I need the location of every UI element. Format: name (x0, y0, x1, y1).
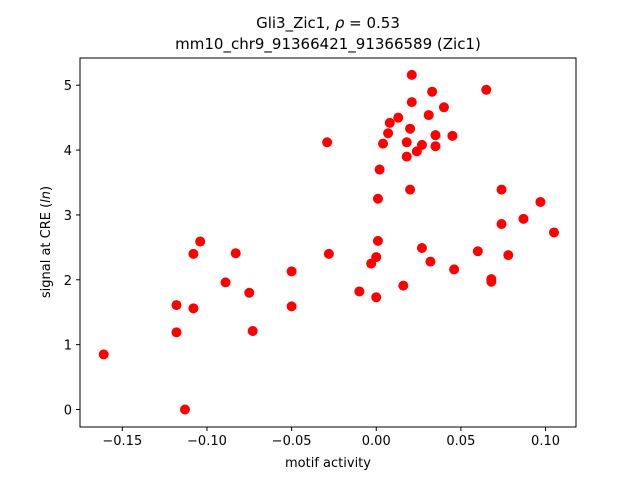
data-point-14 (323, 248, 334, 259)
data-point-49 (496, 219, 507, 230)
data-point-27 (401, 137, 412, 148)
data-point-13 (322, 137, 333, 148)
data-point-11 (286, 301, 297, 312)
data-point-9 (244, 287, 255, 298)
data-point-0 (98, 349, 109, 360)
data-point-41 (438, 102, 449, 113)
data-point-15 (354, 286, 365, 297)
x-tick-label: 0.05 (446, 434, 475, 449)
data-point-32 (406, 69, 417, 80)
data-point-38 (427, 86, 438, 97)
y-tick-label: 4 (64, 144, 72, 159)
data-point-17 (371, 252, 382, 263)
y-tick-label: 5 (64, 79, 72, 94)
data-point-53 (548, 227, 559, 238)
axes-frame (79, 57, 577, 428)
data-point-48 (496, 184, 507, 195)
data-point-2 (171, 300, 182, 311)
y-tick-label: 1 (64, 339, 72, 354)
data-point-22 (378, 138, 389, 149)
y-axis-ticks: 0 1 2 3 4 5 (64, 79, 80, 418)
plot-area (98, 69, 559, 415)
data-point-52 (535, 196, 546, 207)
data-point-36 (423, 110, 434, 121)
data-point-34 (416, 139, 427, 150)
data-point-28 (401, 151, 412, 162)
data-point-51 (518, 213, 529, 224)
title-prefix: Gli3_Zic1, (256, 14, 335, 33)
data-point-37 (425, 256, 436, 267)
data-point-44 (472, 246, 483, 257)
y-axis-label-suffix: ) (39, 186, 54, 191)
data-point-30 (405, 184, 416, 195)
x-tick-label: −0.05 (272, 434, 312, 449)
data-point-39 (430, 130, 441, 141)
x-tick-label: −0.10 (187, 434, 227, 449)
data-point-20 (372, 193, 383, 204)
data-point-45 (481, 84, 492, 95)
data-point-18 (371, 292, 382, 303)
data-point-50 (503, 250, 514, 261)
data-point-25 (393, 112, 404, 123)
data-point-8 (230, 248, 241, 259)
title-rho-symbol: ρ (335, 14, 345, 32)
title-rho-value: = 0.53 (344, 14, 400, 32)
data-point-7 (220, 277, 231, 288)
data-point-43 (449, 264, 460, 275)
x-tick-label: 0.00 (362, 434, 391, 449)
data-point-26 (398, 280, 409, 291)
data-point-6 (195, 236, 206, 247)
y-tick-label: 2 (64, 274, 72, 289)
y-tick-label: 3 (64, 209, 72, 224)
chart-title-line2: mm10_chr9_91366421_91366589 (Zic1) (175, 35, 481, 54)
data-point-42 (447, 130, 458, 141)
data-point-1 (179, 404, 190, 415)
data-point-47 (486, 276, 497, 287)
chart-title-line1: Gli3_Zic1, ρ = 0.53 (256, 14, 400, 33)
data-point-31 (406, 97, 417, 108)
data-point-19 (372, 235, 383, 246)
data-point-40 (430, 141, 441, 152)
x-axis-label: motif activity (285, 456, 371, 471)
y-axis-label-prefix: signal at CRE ( (39, 203, 54, 298)
data-point-35 (416, 243, 427, 254)
data-point-3 (171, 327, 182, 338)
data-point-12 (286, 266, 297, 277)
data-point-24 (384, 117, 395, 128)
data-point-5 (188, 248, 199, 259)
x-axis-ticks: −0.15 −0.10 −0.05 0.00 0.05 0.10 (102, 427, 560, 449)
x-tick-label: 0.10 (531, 434, 560, 449)
x-tick-label: −0.15 (102, 434, 142, 449)
data-point-4 (188, 303, 199, 314)
data-point-29 (405, 123, 416, 134)
y-tick-label: 0 (64, 403, 72, 418)
data-point-23 (383, 128, 394, 139)
y-axis-label-italic: ln (39, 191, 54, 203)
data-point-10 (247, 326, 258, 337)
data-point-21 (374, 164, 385, 175)
y-axis-label: signal at CRE (ln) (39, 186, 54, 298)
